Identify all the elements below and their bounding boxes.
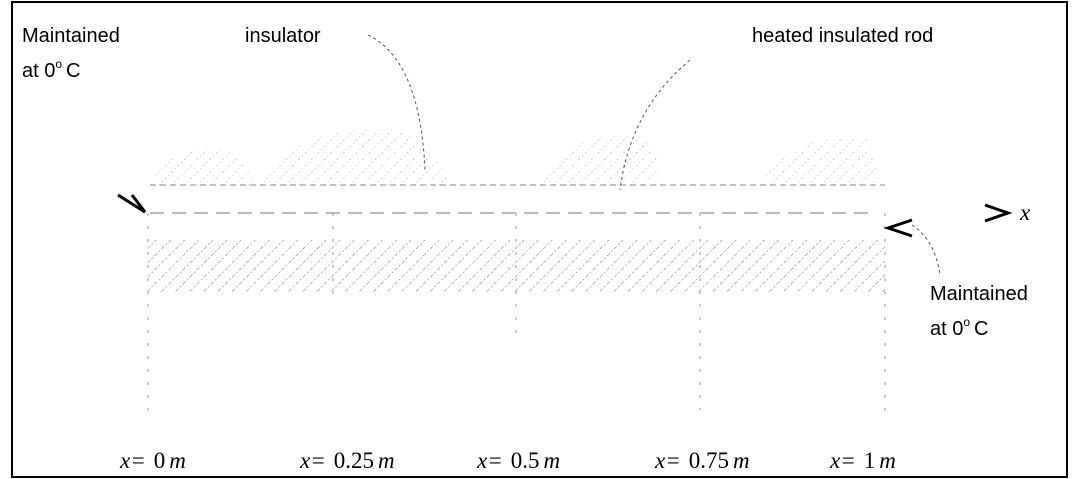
position-lines: [147, 213, 886, 420]
left-arrow: [117, 193, 147, 214]
position-prefix: x=: [476, 448, 503, 473]
position-label: x= 0.25 m: [299, 448, 395, 473]
position-labels: x= 0 m x= 0.25 m x= 0.5 m x= 0.75 m x= 1 m: [119, 448, 896, 473]
right-label-line2: at 0o C: [930, 315, 989, 340]
position-unit: m: [543, 448, 560, 473]
insulator-label: insulator: [245, 25, 321, 47]
frame: [11, 1, 1068, 478]
axis-arrow: [984, 203, 1013, 223]
position-value: 0.75: [689, 448, 729, 473]
position-unit: m: [733, 448, 750, 473]
position-unit: m: [378, 448, 395, 473]
right-arrow: [883, 218, 913, 238]
leaders: [367, 34, 941, 276]
position-label: x= 0.75 m: [654, 448, 750, 473]
position-value: 0: [154, 448, 166, 473]
left-label-line2: at 0o C: [22, 57, 81, 82]
position-value: 0.5: [511, 448, 540, 473]
position-prefix: x=: [299, 448, 326, 473]
position-value: 1: [864, 448, 876, 473]
position-prefix: x=: [119, 448, 146, 473]
position-label: x= 0.5 m: [476, 448, 560, 473]
rod-label: heated insulated rod: [752, 25, 933, 47]
axis-label: x: [1019, 200, 1031, 225]
left-label-line1: Maintained: [22, 25, 120, 47]
position-unit: m: [879, 448, 896, 473]
position-value: 0.25: [334, 448, 374, 473]
position-prefix: x=: [654, 448, 681, 473]
position-unit: m: [169, 448, 186, 473]
upper-insulator: [150, 128, 885, 186]
right-label-line1: Maintained: [930, 283, 1028, 305]
position-label: x= 0 m: [119, 448, 186, 473]
position-label: x= 1 m: [829, 448, 896, 473]
position-prefix: x=: [829, 448, 856, 473]
